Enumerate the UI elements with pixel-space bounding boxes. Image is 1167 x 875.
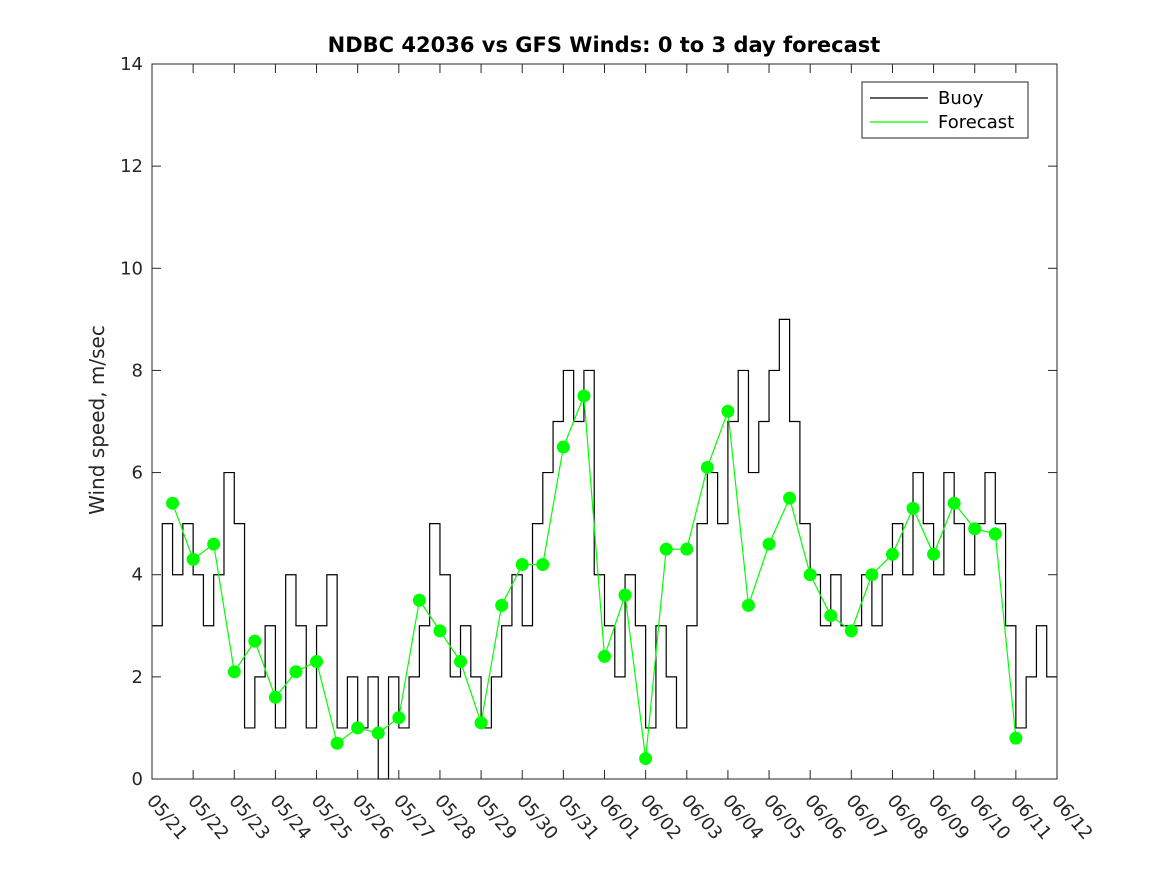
forecast-point xyxy=(371,726,385,740)
forecast-point xyxy=(166,496,180,510)
forecast-point xyxy=(803,568,817,582)
forecast-point xyxy=(885,547,899,561)
forecast-point xyxy=(598,649,611,663)
y-axis-label: Wind speed, m/sec xyxy=(85,325,109,515)
x-tick-label: 06/08 xyxy=(883,791,932,844)
y-tick-label: 2 xyxy=(132,667,143,688)
forecast-point xyxy=(659,542,673,556)
y-tick-label: 10 xyxy=(120,258,143,279)
x-tick-label: 05/31 xyxy=(554,791,603,844)
forecast-point xyxy=(721,404,735,418)
forecast-point xyxy=(330,736,344,750)
x-tick-label: 05/27 xyxy=(389,791,438,844)
x-tick-label: 06/05 xyxy=(759,791,808,844)
forecast-point xyxy=(392,711,406,725)
axes-box xyxy=(151,63,1058,780)
y-tick-label: 14 xyxy=(120,54,143,75)
y-tick-label: 0 xyxy=(132,769,143,790)
forecast-point xyxy=(433,624,447,638)
forecast-point xyxy=(741,598,755,612)
forecast-point xyxy=(844,624,858,638)
forecast-point xyxy=(474,716,488,730)
forecast-point xyxy=(988,527,1002,541)
x-tick-label: 05/23 xyxy=(224,791,273,844)
y-tick-label: 8 xyxy=(132,360,143,381)
x-tick-label: 05/29 xyxy=(471,791,520,844)
plot-area xyxy=(152,318,1057,780)
x-tick-label: 06/11 xyxy=(1006,791,1055,844)
legend-label: Buoy xyxy=(938,88,984,109)
x-tick-label: 06/04 xyxy=(718,791,767,844)
forecast-point xyxy=(618,588,632,602)
forecast-point xyxy=(927,547,941,561)
x-tick-label: 06/01 xyxy=(595,791,644,844)
chart-title: NDBC 42036 vs GFS Winds: 0 to 3 day fore… xyxy=(328,33,881,57)
forecast-point xyxy=(824,609,838,623)
forecast-point xyxy=(680,542,694,556)
forecast-point xyxy=(639,752,653,766)
y-tick-label: 12 xyxy=(120,156,143,177)
forecast-point xyxy=(207,537,221,551)
x-tick-label: 05/21 xyxy=(142,791,191,844)
forecast-point xyxy=(947,496,961,510)
forecast-point xyxy=(536,558,550,571)
x-tick-label: 06/03 xyxy=(677,791,726,844)
y-tick-label: 4 xyxy=(132,565,143,586)
x-tick-label: 05/24 xyxy=(266,791,315,844)
forecast-point xyxy=(412,593,426,607)
axes: 0246810121405/2105/2205/2305/2405/2505/2… xyxy=(120,54,1097,844)
forecast-point xyxy=(227,665,241,679)
x-tick-label: 05/26 xyxy=(348,791,397,844)
legend: Buoy Forecast xyxy=(861,81,1029,139)
forecast-point xyxy=(289,665,303,679)
x-tick-label: 05/30 xyxy=(512,791,561,844)
forecast-point xyxy=(268,690,282,704)
y-tick-label: 6 xyxy=(132,463,143,484)
forecast-point xyxy=(495,598,509,612)
legend-box xyxy=(861,81,1029,139)
forecast-point xyxy=(906,501,920,515)
forecast-point xyxy=(310,655,324,669)
forecast-point xyxy=(454,655,468,669)
buoy-series-line xyxy=(152,318,1057,780)
forecast-point xyxy=(865,568,879,582)
forecast-point xyxy=(186,552,200,566)
x-tick-label: 06/09 xyxy=(924,791,973,844)
x-tick-label: 05/28 xyxy=(430,791,479,844)
x-tick-label: 05/25 xyxy=(307,791,356,844)
x-tick-label: 06/06 xyxy=(800,791,849,844)
forecast-point xyxy=(1009,731,1023,745)
forecast-point xyxy=(351,721,365,735)
x-tick-label: 06/02 xyxy=(636,791,685,844)
forecast-point xyxy=(556,440,570,454)
x-tick-label: 06/07 xyxy=(841,791,890,844)
legend-label: Forecast xyxy=(938,112,1014,133)
forecast-point xyxy=(968,522,982,536)
forecast-point xyxy=(783,491,797,505)
x-tick-label: 05/22 xyxy=(183,791,232,844)
forecast-point xyxy=(248,634,262,648)
forecast-point xyxy=(515,558,529,571)
x-tick-label: 06/10 xyxy=(965,791,1014,844)
forecast-point xyxy=(577,389,591,403)
forecast-point xyxy=(762,537,776,551)
x-tick-label: 06/12 xyxy=(1047,791,1096,844)
forecast-point xyxy=(700,460,714,474)
